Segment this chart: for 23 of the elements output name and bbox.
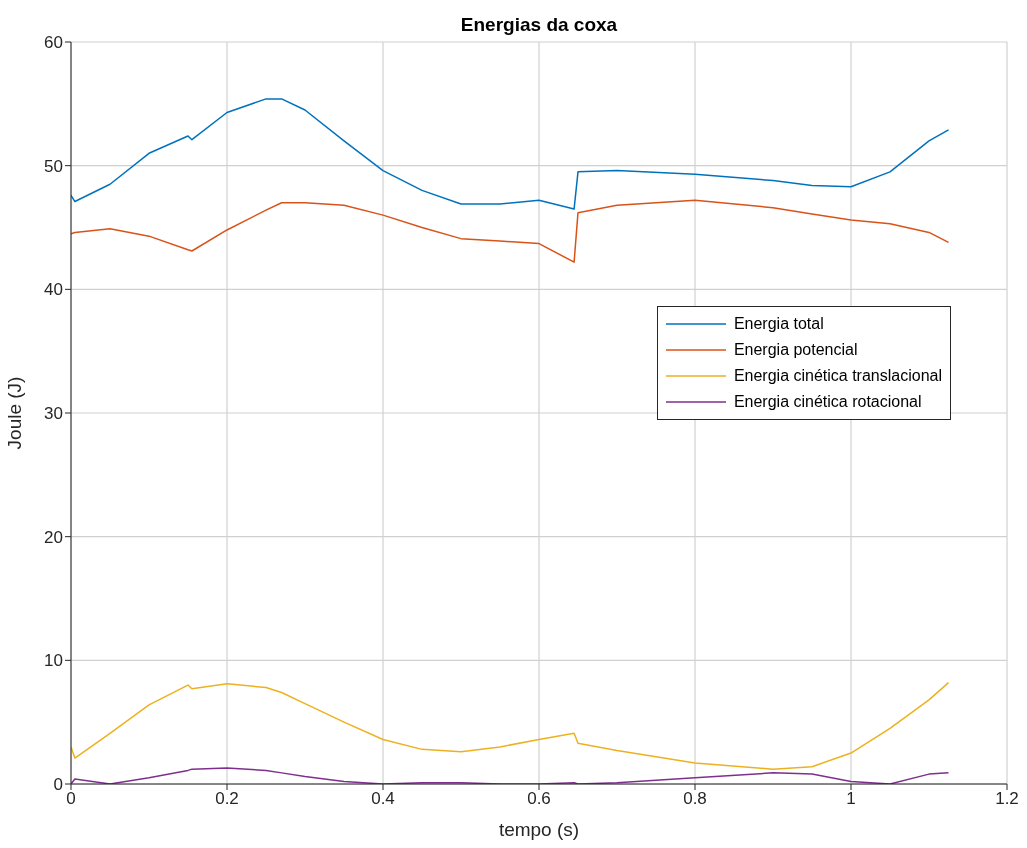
x-axis-title: tempo (s) bbox=[498, 819, 580, 840]
line-series bbox=[71, 98, 950, 210]
legend-label: Energia potencial bbox=[733, 341, 858, 359]
y-tick-label: 10 bbox=[44, 651, 63, 671]
x-tick-label: 0 bbox=[66, 789, 76, 809]
y-tick-label: 60 bbox=[44, 33, 63, 53]
line-series bbox=[71, 681, 950, 770]
x-tick-label: 0.6 bbox=[527, 789, 551, 809]
x-tick-label: 0.2 bbox=[215, 789, 239, 809]
legend-label: Energia cinética translacional bbox=[733, 367, 942, 385]
x-tick-label: 1 bbox=[846, 789, 856, 809]
legend-label: Energia total bbox=[733, 315, 824, 333]
line-series bbox=[71, 199, 950, 263]
y-tick-label: 30 bbox=[44, 404, 63, 424]
x-tick-label: 0.8 bbox=[683, 789, 707, 809]
x-tick-label: 0.4 bbox=[371, 789, 395, 809]
y-tick-label: 50 bbox=[44, 156, 63, 176]
x-tick-label: 1.2 bbox=[995, 789, 1019, 809]
y-tick-label: 0 bbox=[53, 775, 63, 795]
y-tick-label: 20 bbox=[44, 527, 63, 547]
legend-label: Energia cinética rotacional bbox=[733, 393, 922, 411]
y-tick-label: 40 bbox=[44, 280, 63, 300]
chart-title: Energias da coxa bbox=[459, 14, 619, 36]
